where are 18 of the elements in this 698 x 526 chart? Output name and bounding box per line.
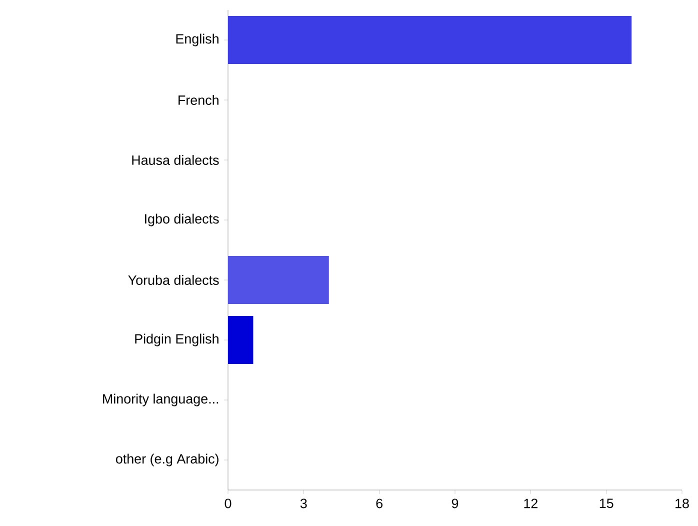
y-tick-label: English [176, 34, 218, 46]
y-tick-label: Pidgin English [135, 334, 218, 346]
x-tick-label: 18 [676, 498, 689, 508]
y-tick-label: Yoruba dialects [128, 275, 219, 285]
y-tick-label: Igbo dialects [145, 214, 219, 226]
y-tick-label: Hausa dialects [132, 155, 219, 165]
x-tick-label: 9 [452, 498, 458, 508]
bar [228, 16, 632, 64]
y-tick-label: Minority language... [103, 394, 218, 406]
bar [228, 316, 254, 364]
x-tick-label: 0 [224, 498, 232, 508]
x-tick-label: 6 [376, 498, 382, 508]
x-tick-label: 15 [600, 498, 614, 508]
y-tick-label: other (e.g Arabic) [116, 454, 218, 466]
x-tick-label: 3 [300, 498, 307, 508]
y-tick-label: French [178, 95, 218, 105]
bar [228, 256, 329, 304]
x-tick-label: 12 [524, 498, 538, 508]
